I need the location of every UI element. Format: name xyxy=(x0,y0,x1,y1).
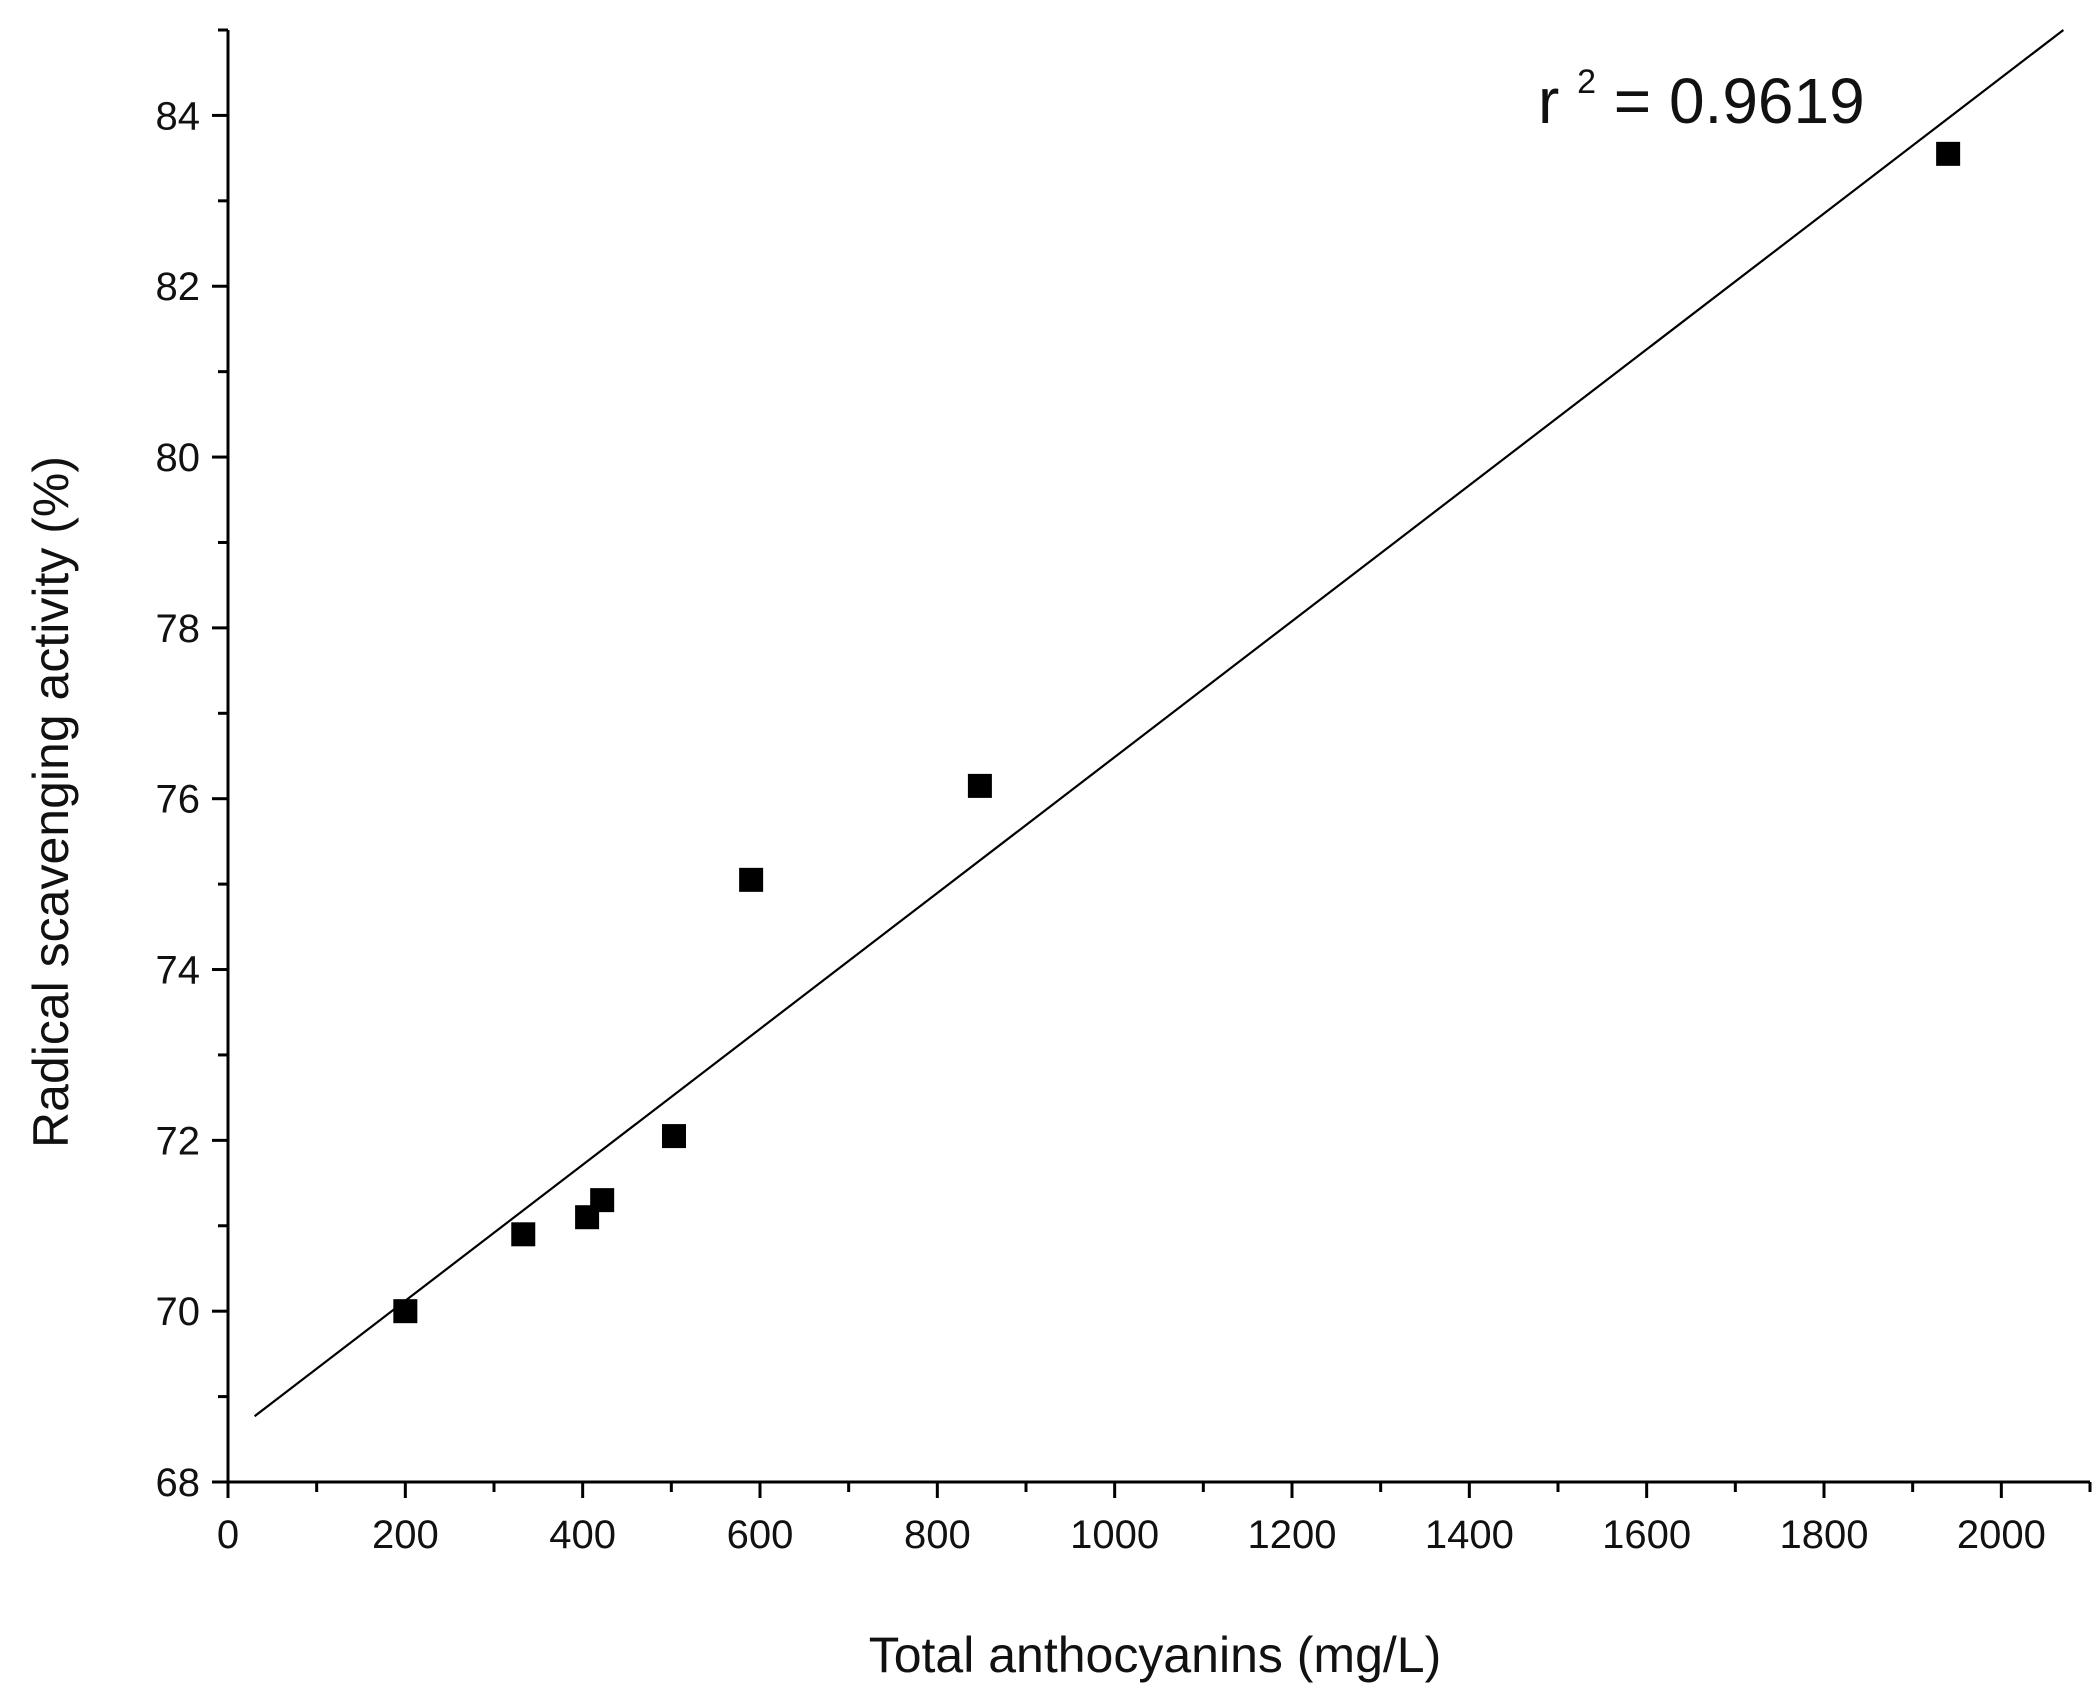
plot-area xyxy=(253,29,2065,1418)
regression-line xyxy=(253,29,2065,1418)
r-squared-base: r xyxy=(1538,65,1559,137)
r-squared-annotation: r 2 = 0.9619 xyxy=(1538,35,1865,137)
y-tick-label: 68 xyxy=(156,1461,201,1505)
y-tick-label: 82 xyxy=(156,265,201,309)
x-tick-label: 1400 xyxy=(1425,1513,1514,1557)
data-point xyxy=(393,1299,418,1324)
data-point xyxy=(967,773,992,798)
y-tick-label: 74 xyxy=(156,949,201,993)
x-tick-label: 600 xyxy=(727,1513,794,1557)
y-axis-title: Radical scavenging activity (%) xyxy=(23,456,79,1148)
r-squared-superscript: 2 xyxy=(1577,63,1596,101)
x-tick-label: 400 xyxy=(549,1513,616,1557)
x-axis-title: Total anthocyanins (mg/L) xyxy=(869,1627,1442,1683)
data-point xyxy=(511,1222,536,1247)
fit-line-layer xyxy=(253,29,2065,1418)
x-tick-label: 1000 xyxy=(1070,1513,1159,1557)
x-tick-label: 2000 xyxy=(1957,1513,2046,1557)
y-tick-label: 84 xyxy=(156,94,201,138)
y-tick-label: 76 xyxy=(156,778,201,822)
data-point xyxy=(590,1188,615,1213)
x-tick-label: 1800 xyxy=(1780,1513,1869,1557)
x-tick-label: 1600 xyxy=(1602,1513,1691,1557)
x-tick-label: 0 xyxy=(217,1513,239,1557)
axes: 0 200 400 600 800 1000 1200 1400 1600 1800 2000 68 7… xyxy=(156,28,2092,1557)
r-squared-value: = 0.9619 xyxy=(1614,65,1865,137)
data-point xyxy=(1936,141,1961,166)
y-tick-label: 72 xyxy=(156,1119,201,1163)
x-tick-label: 800 xyxy=(904,1513,971,1557)
y-tick-label: 78 xyxy=(156,607,201,651)
y-tick-label: 70 xyxy=(156,1290,201,1334)
data-point xyxy=(739,867,764,892)
x-tick-label: 1200 xyxy=(1248,1513,1337,1557)
data-points xyxy=(393,141,1961,1324)
x-tick-label: 200 xyxy=(372,1513,439,1557)
data-point xyxy=(661,1124,686,1149)
y-tick-label: 80 xyxy=(156,436,201,480)
